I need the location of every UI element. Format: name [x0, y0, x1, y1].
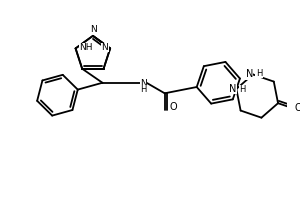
Text: N: N [91, 25, 97, 34]
Text: H: H [239, 85, 246, 94]
Text: N: N [246, 69, 253, 79]
Text: H: H [256, 69, 262, 78]
Text: N: N [229, 84, 236, 94]
Text: N: N [101, 43, 108, 52]
Text: N: N [140, 79, 147, 88]
Text: H: H [140, 85, 147, 94]
Text: O: O [295, 103, 300, 113]
Text: NH: NH [80, 43, 93, 52]
Text: O: O [169, 102, 177, 112]
